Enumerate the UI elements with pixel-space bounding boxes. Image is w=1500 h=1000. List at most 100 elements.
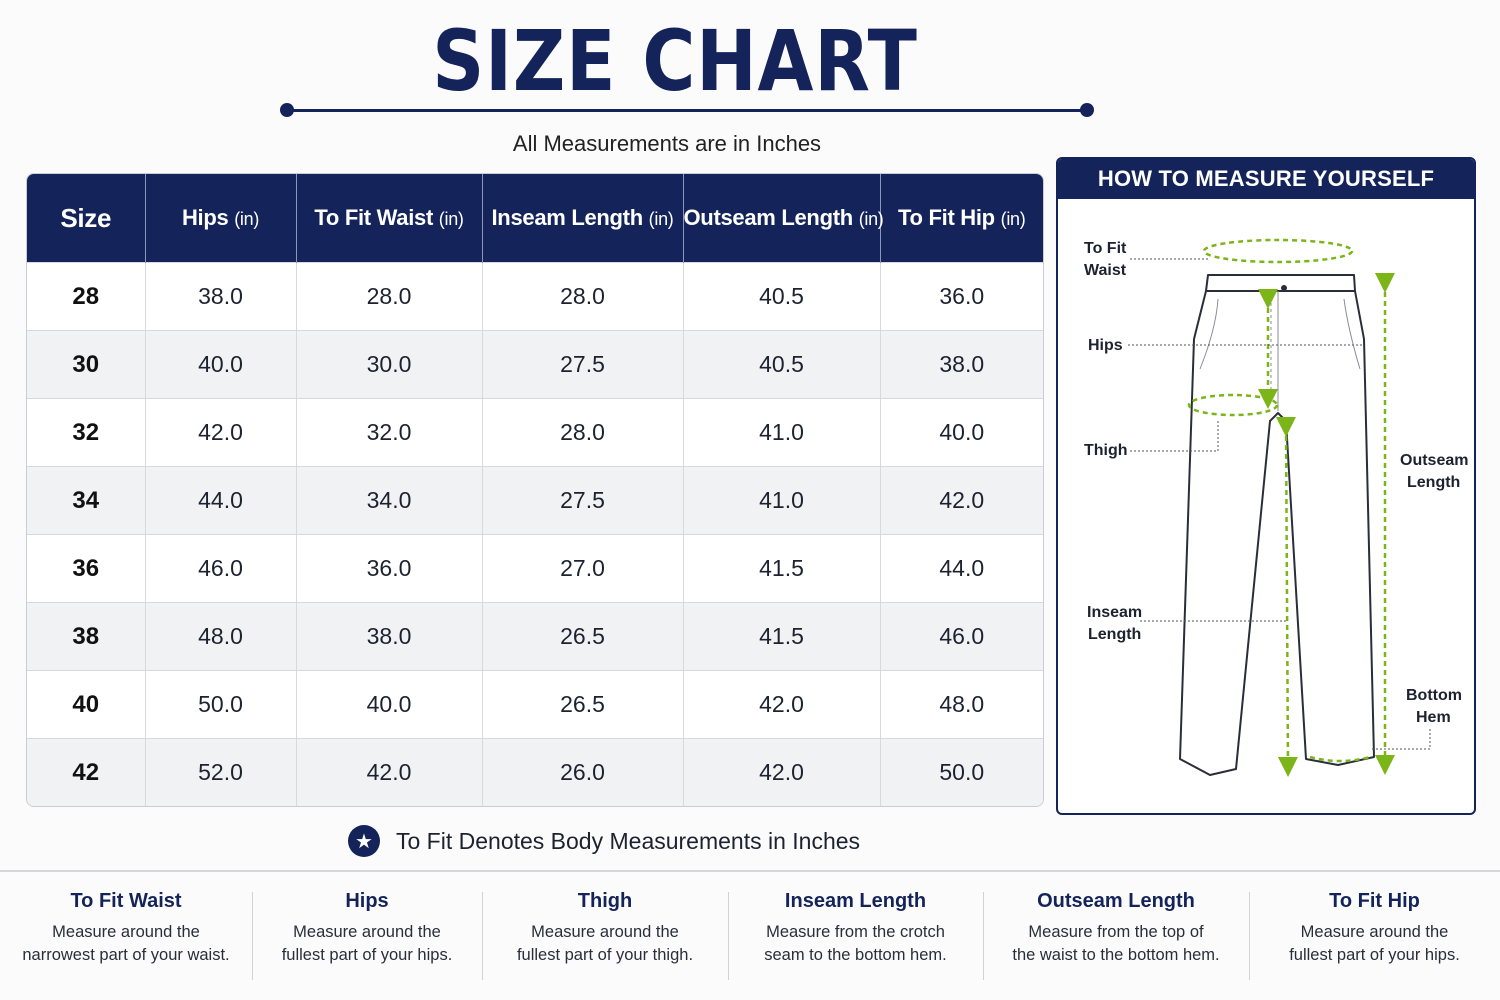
table-row: 36 46.0 36.0 27.0 41.5 44.0: [27, 534, 1043, 603]
trousers-illustration: [1179, 274, 1375, 776]
table-cell: 50.0: [880, 738, 1043, 806]
size-cell: 30: [27, 330, 146, 399]
table-cell: 28.0: [296, 261, 483, 331]
guide-text: Measure around the: [293, 923, 441, 941]
table-cell: 40.5: [683, 330, 881, 399]
column-header-label: To Fit Waist: [314, 205, 433, 230]
table-cell: 36.0: [880, 261, 1043, 331]
size-cell: 32: [27, 398, 146, 467]
inseam-label: Inseam: [1087, 604, 1142, 621]
table-row: 38 48.0 38.0 26.5 41.5 46.0: [27, 602, 1043, 671]
guide-title: To Fit Hip: [1329, 890, 1420, 912]
guide-thigh: Thigh Measure around the fullest part of…: [482, 872, 728, 1000]
column-header-label: Size: [60, 202, 112, 233]
table-cell: 46.0: [880, 602, 1043, 671]
guide-text: fullest part of your hips.: [281, 946, 453, 964]
inseam-arrow: [1275, 416, 1298, 777]
column-header-hips: Hips (in): [145, 174, 297, 263]
guide-text: narrowest part of your waist.: [22, 946, 230, 964]
leader-lines: [1128, 258, 1431, 750]
table-cell: 41.0: [683, 398, 881, 467]
guide-to-fit-waist: To Fit Waist Measure around the narrowes…: [0, 872, 252, 1000]
table-cell: 42.0: [880, 466, 1043, 535]
table-cell: 38.0: [145, 261, 297, 331]
hem-label: Hem: [1416, 709, 1451, 726]
outseam-label: Length: [1407, 474, 1460, 491]
column-header-unit: (in): [858, 209, 884, 229]
column-header-label: Hips: [181, 205, 229, 230]
table-cell: 30.0: [296, 330, 483, 399]
size-cell: 28: [27, 261, 146, 331]
table-cell: 26.5: [482, 670, 684, 739]
table-cell: 41.5: [683, 602, 881, 671]
guide-title: Inseam Length: [784, 890, 927, 912]
guide-text: Measure from the top of: [1028, 923, 1204, 941]
table-cell: 48.0: [880, 670, 1043, 739]
size-table: Size Hips (in) To Fit Waist (in) Inseam …: [27, 174, 1043, 806]
measure-guides: [1187, 238, 1395, 777]
guide-inseam-length: Inseam Length Measure from the crotch se…: [728, 872, 983, 1000]
hem-label: Bottom: [1406, 687, 1462, 704]
page-title: SIZE CHART: [432, 12, 918, 110]
guide-text: Measure around the: [1300, 923, 1449, 941]
hem-measure-line: [1309, 755, 1371, 763]
table-cell: 26.5: [482, 602, 684, 671]
table-cell: 28.0: [482, 261, 684, 331]
size-cell: 42: [27, 738, 146, 806]
table-cell: 27.0: [482, 534, 684, 603]
table-cell: 28.0: [482, 398, 684, 467]
table-cell: 27.5: [482, 466, 684, 535]
guide-to-fit-hip: To Fit Hip Measure around the fullest pa…: [1249, 872, 1500, 1000]
column-header-label: To Fit Hip: [898, 205, 995, 230]
waistband: [1205, 274, 1356, 292]
trousers-diagram: To Fit Waist Hips Thigh Inseam Length Ou…: [1084, 238, 1468, 777]
title-rule: [286, 109, 1088, 112]
column-header-unit: (in): [648, 209, 674, 229]
guide-text: fullest part of your thigh.: [516, 946, 694, 964]
waist-label: To Fit: [1084, 240, 1127, 257]
table-cell: 36.0: [296, 534, 483, 603]
table-cell: 44.0: [880, 534, 1043, 603]
table-cell: 34.0: [296, 466, 483, 535]
column-header-outseam-length: Outseam Length (in): [683, 174, 884, 263]
guide-title: Outseam Length: [1037, 890, 1195, 912]
size-cell: 40: [27, 670, 146, 739]
title-rule-dot-right: [1080, 103, 1094, 117]
waist-label: Waist: [1084, 262, 1127, 279]
guide-text: fullest part of your hips.: [1289, 946, 1460, 964]
table-cell: 41.5: [683, 534, 881, 603]
column-header-to-fit-hip: To Fit Hip (in): [880, 174, 1043, 263]
table-cell: 40.0: [296, 670, 483, 739]
guide-title: To Fit Waist: [70, 890, 182, 912]
table-row: 40 50.0 40.0 26.5 42.0 48.0: [27, 670, 1043, 739]
table-cell: 27.5: [482, 330, 684, 399]
measurement-guide: To Fit Waist Measure around the narrowes…: [0, 872, 1500, 1000]
column-header-to-fit-waist: To Fit Waist (in): [296, 174, 483, 263]
guide-text: Measure from the crotch: [766, 923, 945, 941]
column-header-unit: (in): [1000, 209, 1026, 229]
guide-outseam-length: Outseam Length Measure from the top of t…: [983, 872, 1249, 1000]
guide-title: Hips: [345, 890, 389, 912]
trousers-legs: [1179, 290, 1375, 776]
footnote-text: To Fit Denotes Body Measurements in Inch…: [396, 827, 861, 854]
size-table-header-row: Size Hips (in) To Fit Waist (in) Inseam …: [27, 174, 1043, 263]
table-row: 30 40.0 30.0 27.5 40.5 38.0: [27, 330, 1043, 399]
table-cell: 42.0: [683, 738, 881, 806]
table-cell: 52.0: [145, 738, 297, 806]
table-cell: 40.0: [145, 330, 297, 399]
column-header-size: Size: [27, 174, 146, 263]
table-cell: 42.0: [296, 738, 483, 806]
table-row: 42 52.0 42.0 26.0 42.0 50.0: [27, 738, 1043, 806]
column-header-inseam-length: Inseam Length (in): [482, 174, 684, 263]
inseam-label: Length: [1088, 626, 1141, 643]
table-cell: 42.0: [145, 398, 297, 467]
table-cell: 41.0: [683, 466, 881, 535]
measure-labels: To Fit Waist Hips Thigh Inseam Length Ou…: [1084, 240, 1468, 726]
footnote: ★ To Fit Denotes Body Measurements in In…: [348, 824, 860, 858]
size-table-container: Size Hips (in) To Fit Waist (in) Inseam …: [26, 173, 1044, 807]
thigh-label: Thigh: [1084, 442, 1128, 459]
column-header-unit: (in): [234, 209, 260, 229]
column-header-label: Inseam Length: [491, 205, 644, 230]
guide-text: Measure around the: [52, 923, 200, 941]
guide-hips: Hips Measure around the fullest part of …: [252, 872, 482, 1000]
